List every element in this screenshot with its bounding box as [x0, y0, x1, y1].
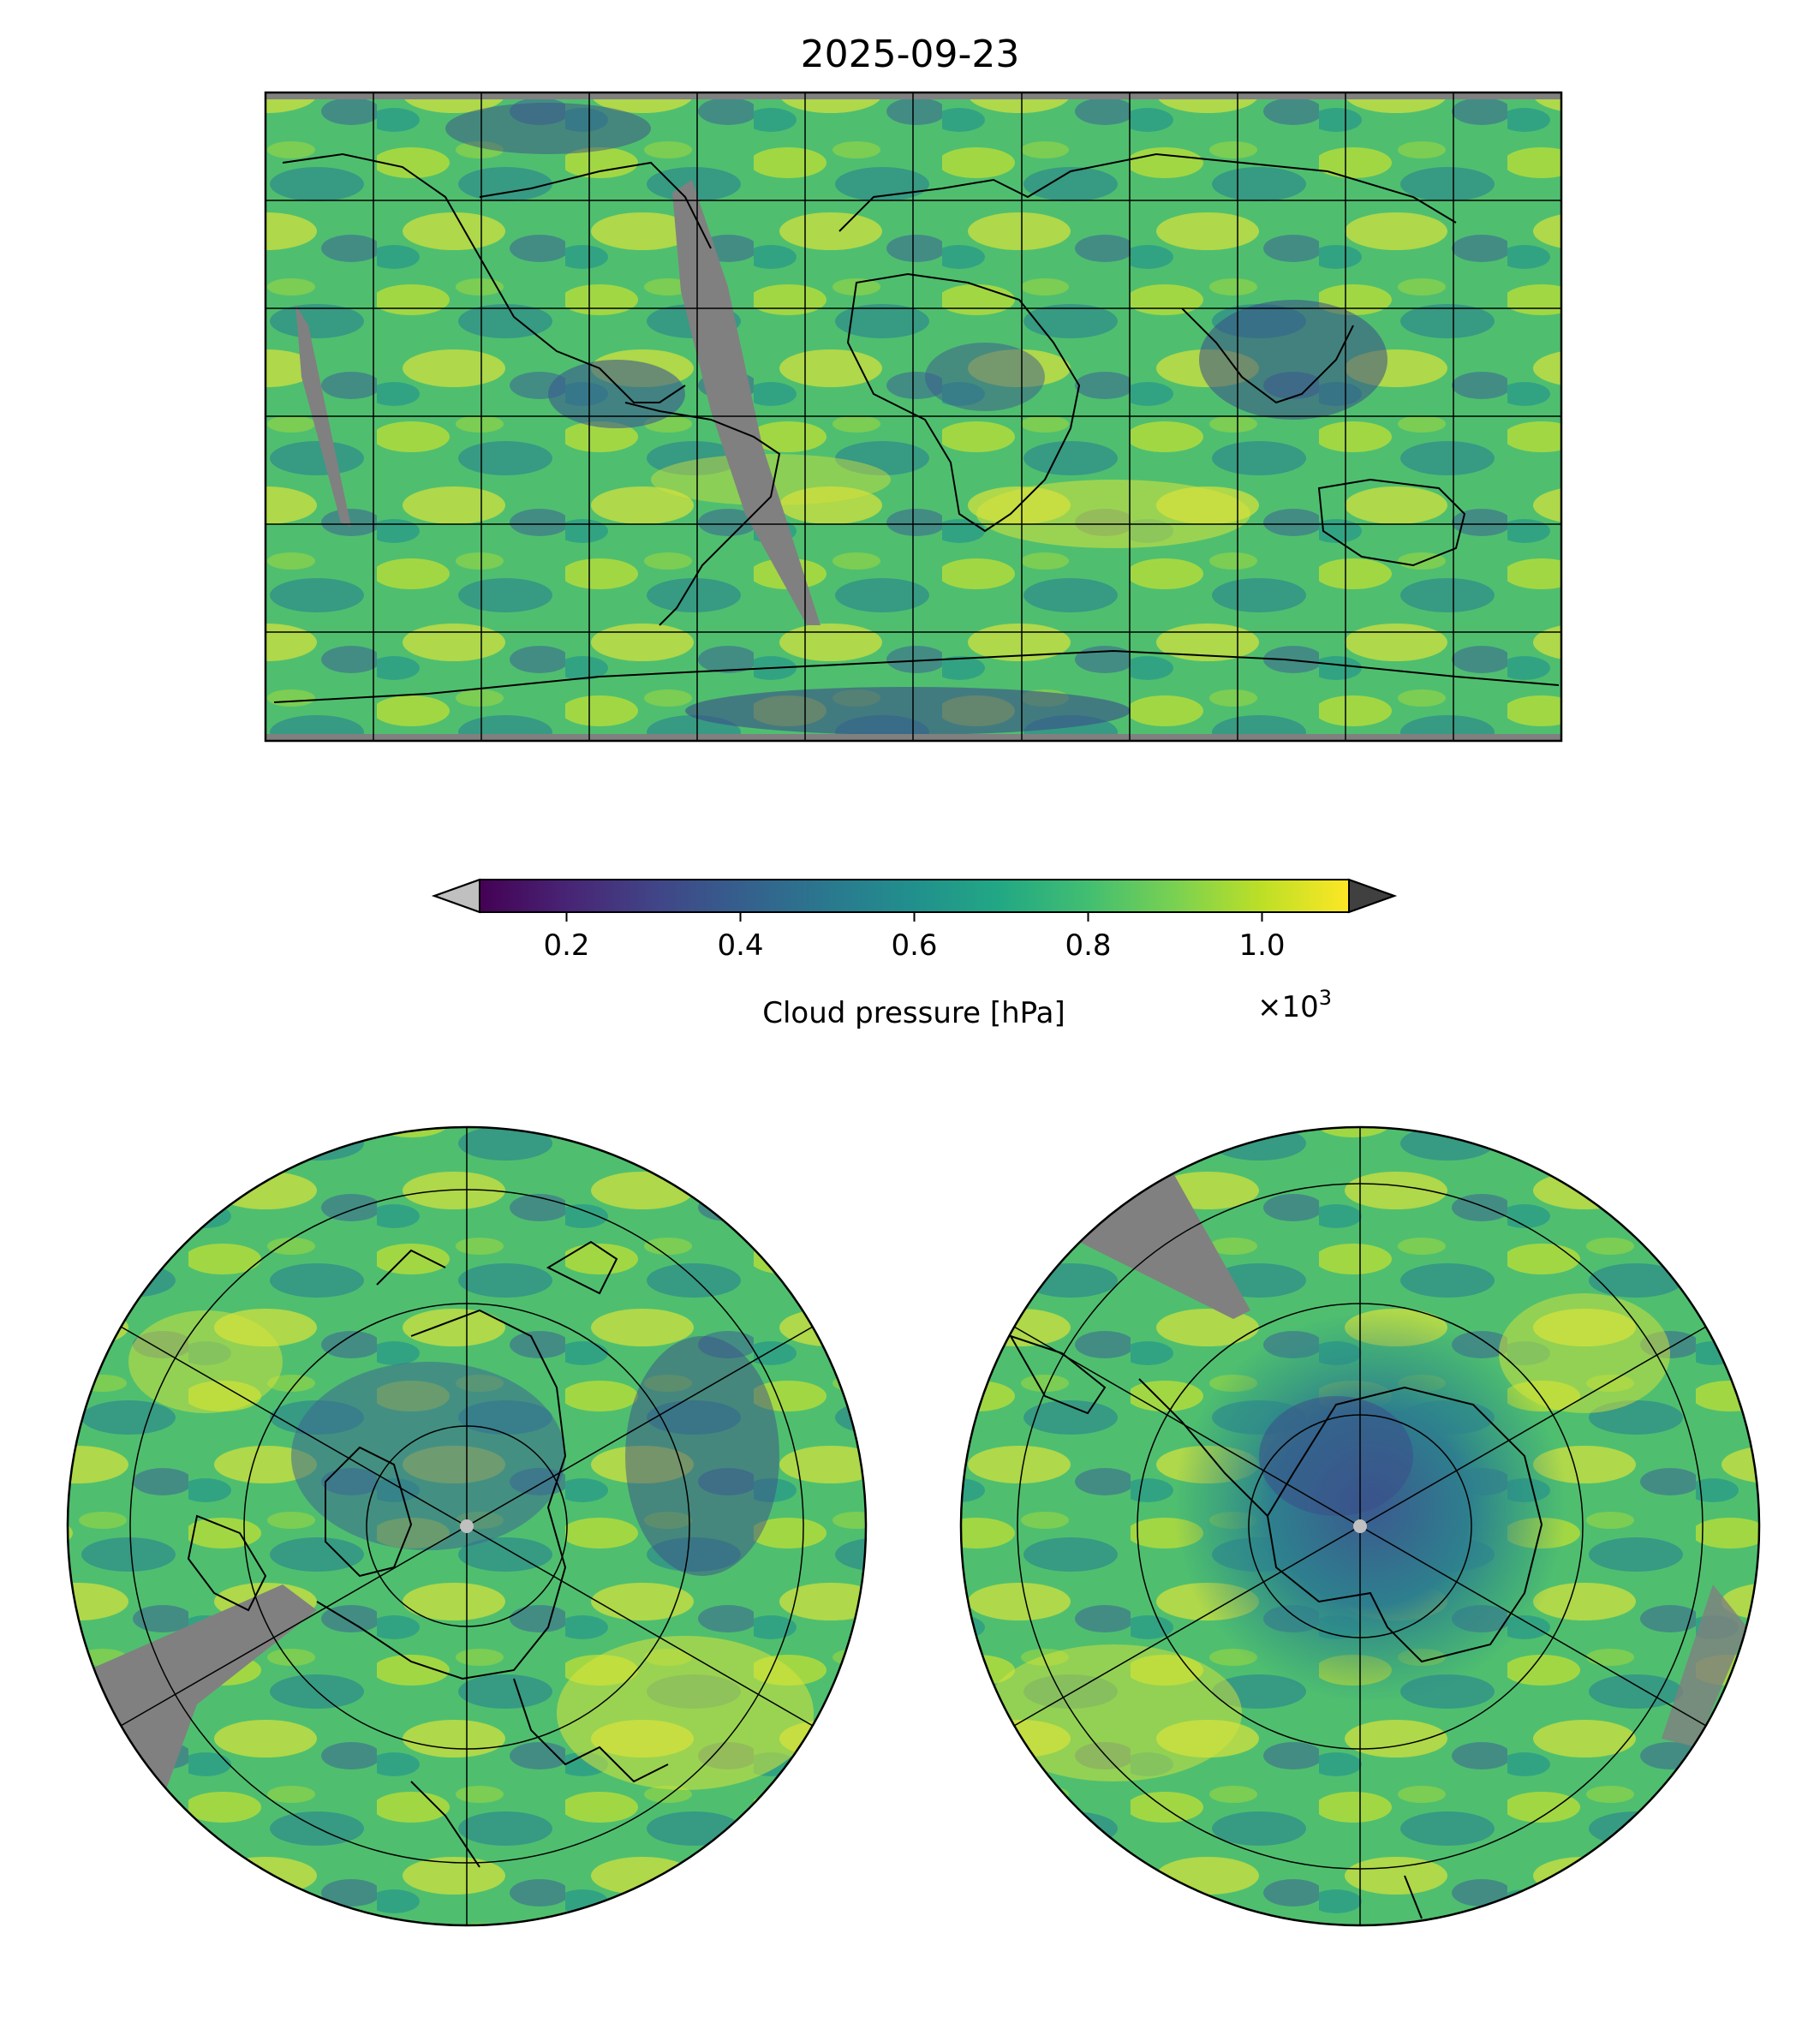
south-pole-marker	[1353, 1519, 1367, 1533]
colorbar-tick-label: 0.6	[891, 928, 937, 963]
south-coastlines	[1008, 1334, 1543, 1919]
colorbar-under-extension	[432, 878, 480, 914]
colorbar-tick-label: 1.0	[1238, 928, 1285, 963]
global-map-frame	[264, 91, 1563, 743]
colorbar-gradient	[480, 880, 1349, 912]
colorbar-tick-label: 0.8	[1065, 928, 1111, 963]
global-coastlines	[273, 152, 1560, 703]
north-pole-marker	[460, 1519, 474, 1533]
colorbar-label: Cloud pressure [hPa]	[762, 996, 1065, 1030]
south-polar-map	[959, 1125, 1761, 1927]
north-map-frame	[66, 1125, 868, 1927]
colorbar-tick-label: 0.2	[543, 928, 589, 963]
colorbar-over-extension	[1348, 878, 1397, 914]
colorbar-multiplier: ×103	[1257, 986, 1332, 1024]
global-missing-swath-west	[295, 304, 351, 527]
north-polar-map	[66, 1125, 868, 1927]
south-missing-edge	[1662, 1584, 1747, 1747]
global-missing-swath-east	[672, 180, 820, 625]
colorbar-tick-label: 0.4	[717, 928, 763, 963]
figure-title: 2025-09-23	[800, 33, 1020, 76]
colorbar-outline	[432, 879, 1397, 913]
north-coastlines	[187, 1240, 669, 1868]
colorbar-ticks: 0.2 0.4 0.6 0.8 1.0	[543, 912, 1286, 963]
south-map-frame	[959, 1125, 1761, 1927]
global-map	[264, 91, 1563, 743]
global-gridlines	[266, 92, 1561, 741]
colorbar: 0.2 0.4 0.6 0.8 1.0 Cloud pressure [hPa] ×10…	[432, 878, 1397, 1030]
